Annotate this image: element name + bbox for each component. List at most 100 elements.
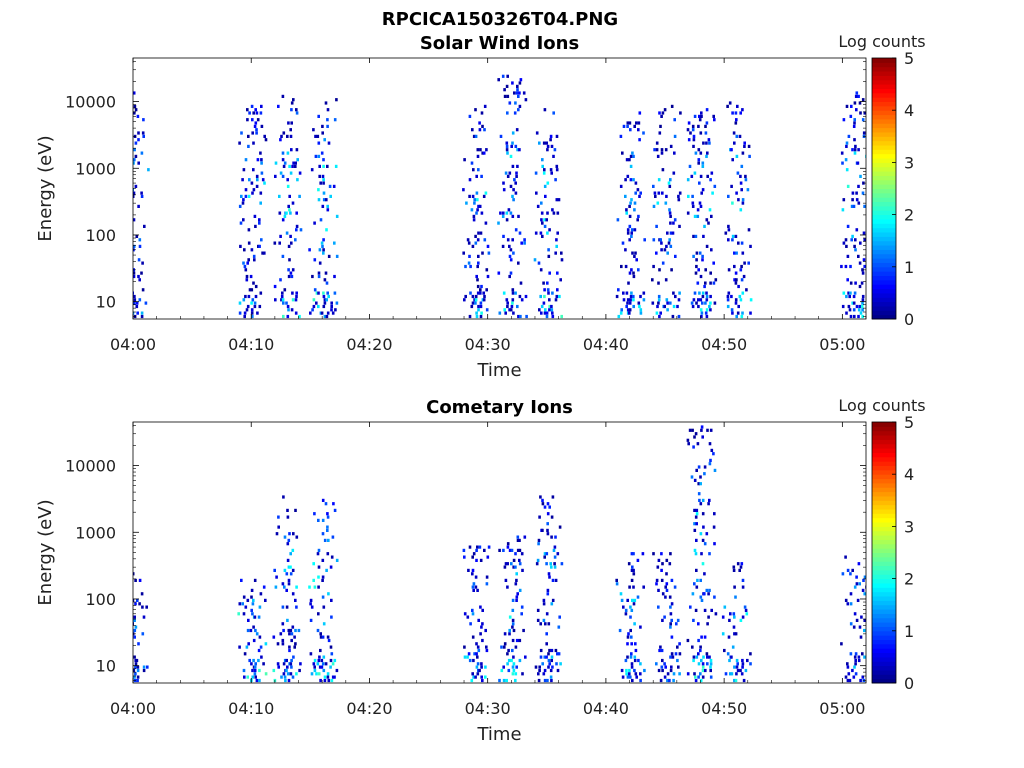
spectrogram-cell xyxy=(324,271,328,275)
spectrogram-cell xyxy=(136,665,140,669)
spectrogram-cell xyxy=(705,588,709,592)
spectrogram-cell xyxy=(517,108,520,112)
spectrogram-cell xyxy=(863,628,866,633)
spectrogram-cell xyxy=(484,628,487,633)
spectrogram-cell xyxy=(726,304,730,309)
spectrogram-cell xyxy=(730,672,734,676)
spectrogram-cell xyxy=(749,662,752,666)
spectrogram-cell xyxy=(505,298,509,302)
spectrogram-cell xyxy=(701,668,705,673)
spectrogram-cell xyxy=(485,148,488,152)
spectrogram-cell xyxy=(298,314,301,319)
colorbar-segment xyxy=(872,530,896,536)
spectrogram-cell xyxy=(498,678,501,683)
spectrogram-cell xyxy=(629,294,633,299)
spectrogram-cell xyxy=(735,134,739,138)
colorbar-segment xyxy=(872,310,896,316)
spectrogram-cell xyxy=(655,251,658,255)
spectrogram-cell xyxy=(550,655,554,659)
spectrogram-cell xyxy=(861,298,865,302)
spectrogram-cell xyxy=(477,308,480,312)
spectrogram-cell xyxy=(700,658,703,663)
spectrogram-cell xyxy=(312,298,316,302)
spectrogram-cell xyxy=(628,238,631,242)
spectrogram-cell xyxy=(472,658,475,663)
spectrogram-cell xyxy=(242,198,245,202)
spectrogram-cell xyxy=(670,618,673,622)
spectrogram-cell xyxy=(274,174,277,178)
spectrogram-cell xyxy=(503,565,507,569)
spectrogram-cell xyxy=(505,84,509,88)
spectrogram-cell xyxy=(506,111,509,115)
spectrogram-cell xyxy=(320,311,324,315)
spectrogram-cell xyxy=(285,605,289,609)
spectrogram-cell xyxy=(329,658,333,663)
spectrogram-cell xyxy=(289,234,292,238)
spectrogram-cell xyxy=(632,304,635,309)
spectrogram-cell xyxy=(749,298,753,302)
y-tick-label: 10000 xyxy=(65,93,116,112)
spectrogram-cell xyxy=(550,602,554,606)
spectrogram-cell xyxy=(506,174,510,178)
spectrogram-cell xyxy=(557,198,561,202)
spectrogram-cell xyxy=(511,638,515,643)
spectrogram-cell xyxy=(560,562,564,566)
spectrogram-cell xyxy=(278,241,281,245)
spectrogram-cell xyxy=(467,261,471,265)
spectrogram-cell xyxy=(476,655,479,659)
spectrogram-cell xyxy=(664,148,668,152)
spectrogram-cell xyxy=(291,675,295,679)
spectrogram-cell xyxy=(674,652,678,656)
spectrogram-cell xyxy=(712,525,716,529)
spectrogram-cell xyxy=(313,665,316,669)
spectrogram-cell xyxy=(708,498,711,502)
spectrogram-cell xyxy=(738,134,742,138)
spectrogram-cell xyxy=(497,78,500,82)
spectrogram-cell xyxy=(855,198,859,202)
spectrogram-cell xyxy=(556,552,560,556)
spectrogram-cell xyxy=(129,118,132,121)
spectrogram-cell xyxy=(845,141,849,145)
spectrogram-cell xyxy=(479,314,483,319)
spectrogram-cell xyxy=(486,555,490,559)
spectrogram-cell xyxy=(285,572,289,576)
spectrogram-cell xyxy=(127,265,130,268)
spectrogram-cell xyxy=(854,94,858,98)
spectrogram-cell xyxy=(638,138,641,142)
spectrogram-cell xyxy=(555,238,558,242)
spectrogram-cell xyxy=(523,238,526,242)
spectrogram-cell xyxy=(133,294,136,299)
spectrogram-cell xyxy=(855,191,858,195)
spectrogram-cell xyxy=(319,678,322,683)
spectrogram-cell xyxy=(317,612,320,616)
spectrogram-cell xyxy=(326,512,329,516)
spectrogram-cell xyxy=(133,291,134,295)
spectrogram-cell xyxy=(130,225,133,228)
spectrogram-cell xyxy=(502,678,506,683)
spectrogram-cell xyxy=(140,151,144,155)
spectrogram-cell xyxy=(661,668,664,673)
spectrogram-cell xyxy=(850,204,854,208)
spectrogram-cell xyxy=(551,208,554,212)
spectrogram-cell xyxy=(255,184,259,188)
spectrogram-cell xyxy=(699,672,702,676)
spectrogram-cell xyxy=(129,292,132,295)
spectrogram-cell xyxy=(670,652,674,656)
spectrogram-cell xyxy=(472,582,476,586)
spectrogram-cell xyxy=(512,565,515,569)
spectrogram-cell xyxy=(712,114,715,118)
spectrogram-cell xyxy=(697,662,701,666)
spectrogram-cell xyxy=(299,662,302,666)
spectrogram-cell xyxy=(515,171,518,175)
spectrogram-cell xyxy=(123,602,126,605)
spectrogram-cell xyxy=(311,274,314,279)
spectrogram-cell xyxy=(705,298,709,302)
spectrogram-cell xyxy=(555,244,558,248)
spectrogram-cell xyxy=(678,642,681,646)
spectrogram-cell xyxy=(859,241,862,245)
spectrogram-cell xyxy=(324,101,328,105)
spectrogram-cell xyxy=(250,608,253,612)
spectrogram-cell xyxy=(514,582,518,586)
spectrogram-cell xyxy=(133,148,136,152)
spectrogram-cell xyxy=(509,211,513,215)
